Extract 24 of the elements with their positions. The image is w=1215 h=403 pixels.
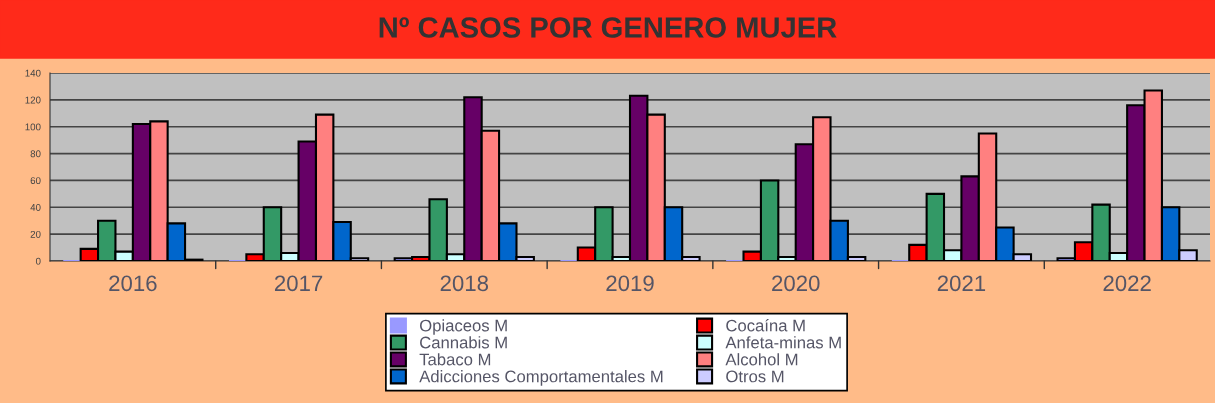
y-tick-label: 0: [35, 257, 41, 265]
legend-label: Anfeta-minas M: [725, 336, 841, 349]
x-tick-label: 2016: [109, 275, 157, 292]
legend-label: Otros M: [726, 370, 784, 383]
legend-label: Opiaceos M: [420, 319, 507, 335]
y-tick-label: 140: [25, 69, 41, 77]
legend-label: Cannabis M: [420, 336, 507, 349]
y-tick-label: 60: [30, 177, 41, 185]
y-tick-label: 40: [30, 204, 41, 211]
y-tick-label: 20: [30, 230, 41, 238]
x-tick-label: 2021: [937, 275, 986, 292]
chart-title: Nº CASOS POR GENERO MUJER: [379, 17, 837, 38]
x-tick-label: 2019: [606, 275, 654, 292]
legend-label: Alcohol M: [725, 353, 798, 366]
legend-label: Tabaco M: [419, 353, 491, 366]
x-tick-label: 2017: [274, 275, 323, 292]
y-tick-label: 80: [30, 150, 41, 158]
x-tick-label: 2020: [772, 275, 820, 292]
legend-label: Adicciones Comportamentales M: [419, 370, 663, 386]
y-tick-label: 120: [25, 96, 41, 104]
x-tick-label: 2022: [1103, 275, 1151, 292]
legend-label: Cocaína M: [726, 319, 805, 332]
y-tick-label: 100: [25, 123, 41, 131]
x-tick-label: 2018: [440, 275, 489, 292]
